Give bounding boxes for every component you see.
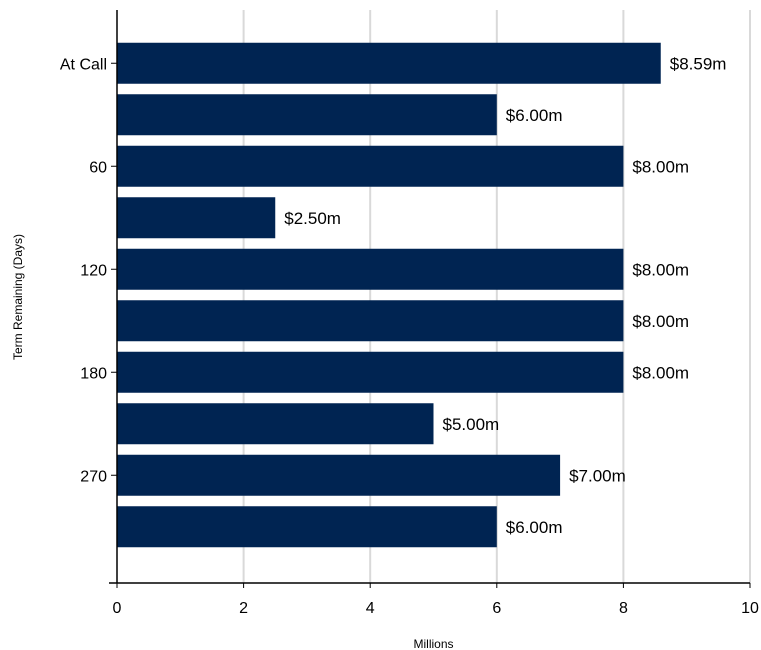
x-axis-title: Millions bbox=[413, 637, 453, 650]
x-tick-label: 2 bbox=[239, 600, 248, 617]
data-label: $7.00m bbox=[569, 466, 626, 485]
y-tick-label: 180 bbox=[80, 365, 107, 382]
data-label: $5.00m bbox=[443, 415, 500, 434]
data-label: $8.00m bbox=[632, 260, 689, 279]
axes: 0 2 4 6 8 10 At Call 60 120 180 270 bbox=[60, 10, 759, 617]
bar bbox=[117, 145, 624, 187]
bar bbox=[117, 351, 624, 393]
data-label: $2.50m bbox=[284, 209, 341, 228]
x-tick-label: 4 bbox=[366, 600, 375, 617]
bars bbox=[117, 42, 661, 548]
data-label: $6.00m bbox=[506, 106, 563, 125]
y-tick-label: At Call bbox=[60, 56, 107, 73]
bar bbox=[117, 197, 276, 239]
bar bbox=[117, 300, 624, 342]
bar bbox=[117, 94, 497, 136]
y-axis-title: Term Remaining (Days) bbox=[11, 234, 25, 360]
y-tick-label: 270 bbox=[80, 468, 107, 485]
data-label: $6.00m bbox=[506, 518, 563, 537]
x-tick-label: 8 bbox=[619, 600, 628, 617]
bar bbox=[117, 248, 624, 290]
data-label: $8.00m bbox=[632, 312, 689, 331]
data-labels: $8.59m $6.00m $8.00m $2.50m $8.00m $8.00m $8.0… bbox=[284, 54, 726, 537]
x-tick-label: 6 bbox=[492, 600, 501, 617]
y-tick-label: 60 bbox=[89, 159, 107, 176]
bar bbox=[117, 506, 497, 548]
data-label: $8.00m bbox=[632, 363, 689, 382]
bar bbox=[117, 42, 661, 84]
y-tick-label: 120 bbox=[80, 262, 107, 279]
bar bbox=[117, 403, 434, 445]
x-tick-label: 10 bbox=[741, 600, 759, 617]
bar bbox=[117, 454, 561, 496]
data-label: $8.59m bbox=[670, 54, 727, 73]
data-label: $8.00m bbox=[632, 157, 689, 176]
x-tick-label: 0 bbox=[113, 600, 122, 617]
